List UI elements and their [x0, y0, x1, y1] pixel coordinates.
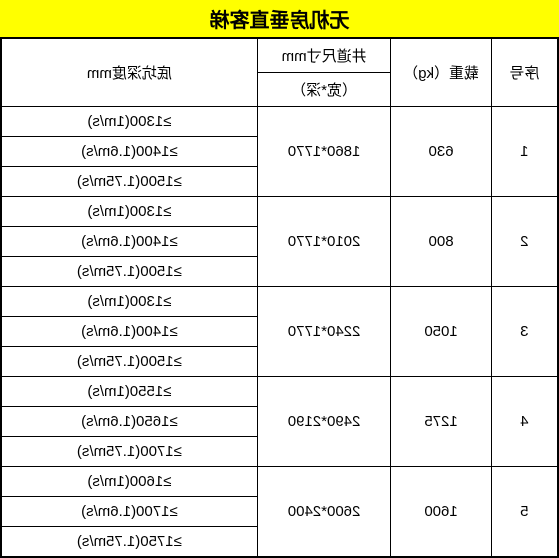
- seq-cell: 3: [491, 287, 558, 377]
- table-body: 1 630 1860*1770 ≥1300(1m/s) ≥1400(1.6m/s…: [1, 107, 558, 558]
- header-depth: 底坑深度mm: [1, 39, 257, 107]
- table-row: 3 1050 2240*1770 ≥1300(1m/s): [1, 287, 558, 317]
- load-cell: 1275: [391, 377, 491, 467]
- shaft-cell: 1860*1770: [257, 107, 391, 197]
- depth-cell: ≥1400(1.6m/s): [1, 227, 257, 257]
- shaft-cell: 2240*1770: [257, 287, 391, 377]
- load-cell: 1050: [391, 287, 491, 377]
- seq-cell: 4: [491, 377, 558, 467]
- title-text: 无机房垂直客梯: [210, 10, 350, 32]
- load-cell: 630: [391, 107, 491, 197]
- spec-table: 序号 载重（kg） 井道尺寸mm 底坑深度mm （宽*深） 1 630 1860…: [0, 39, 559, 558]
- shaft-cell: 2600*2400: [257, 467, 391, 558]
- depth-cell: ≥1500(1.75m/s): [1, 257, 257, 287]
- table-row: 4 1275 2490*2190 ≥1550(1m/s): [1, 377, 558, 407]
- seq-cell: 1: [491, 107, 558, 197]
- table-row: 5 1600 2600*2400 ≥1600(1m/s): [1, 467, 558, 497]
- title-bar: 无机房垂直客梯: [0, 0, 559, 39]
- header-shaft-top: 井道尺寸mm: [257, 39, 391, 73]
- depth-cell: ≥1300(1m/s): [1, 107, 257, 137]
- depth-cell: ≥1400(1.6m/s): [1, 317, 257, 347]
- table-row: 1 630 1860*1770 ≥1300(1m/s): [1, 107, 558, 137]
- shaft-cell: 2010*1770: [257, 197, 391, 287]
- depth-cell: ≥1550(1m/s): [1, 377, 257, 407]
- depth-cell: ≥1300(1m/s): [1, 287, 257, 317]
- seq-cell: 2: [491, 197, 558, 287]
- depth-cell: ≥1650(1.6m/s): [1, 407, 257, 437]
- shaft-cell: 2490*2190: [257, 377, 391, 467]
- depth-cell: ≥1500(1.75m/s): [1, 167, 257, 197]
- depth-cell: ≥1600(1m/s): [1, 467, 257, 497]
- header-shaft-sub: （宽*深）: [257, 73, 391, 107]
- load-cell: 800: [391, 197, 491, 287]
- depth-cell: ≥1400(1.6m/s): [1, 137, 257, 167]
- depth-cell: ≥1300(1m/s): [1, 197, 257, 227]
- depth-cell: ≥1700(1.75m/s): [1, 437, 257, 467]
- header-load: 载重（kg）: [391, 39, 491, 107]
- load-cell: 1600: [391, 467, 491, 558]
- header-row-1: 序号 载重（kg） 井道尺寸mm 底坑深度mm: [1, 39, 558, 73]
- table-row: 2 800 2010*1770 ≥1300(1m/s): [1, 197, 558, 227]
- depth-cell: ≥1700(1.6m/s): [1, 497, 257, 527]
- elevator-spec-container: 无机房垂直客梯 序号 载重（kg） 井道尺寸mm 底坑深度mm （宽*深） 1 …: [0, 0, 559, 558]
- depth-cell: ≥1750(1.75m/s): [1, 527, 257, 558]
- depth-cell: ≥1500(1.75m/s): [1, 347, 257, 377]
- header-seq: 序号: [491, 39, 558, 107]
- seq-cell: 5: [491, 467, 558, 558]
